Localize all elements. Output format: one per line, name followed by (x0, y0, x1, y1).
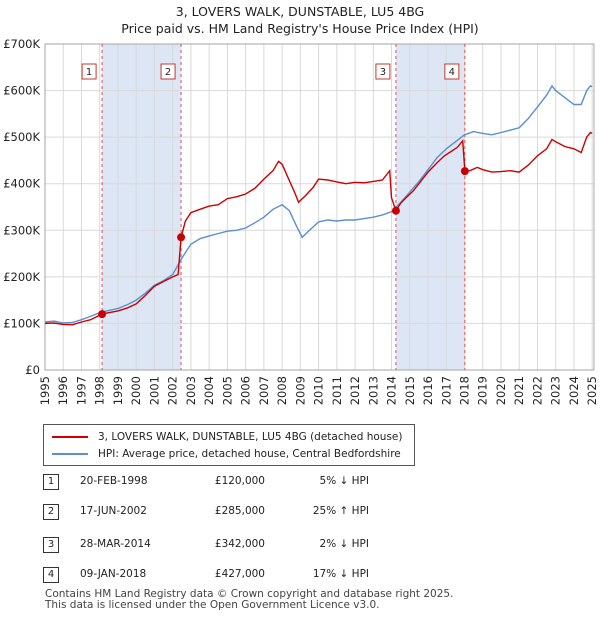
footer-copyright: Contains HM Land Registry data © Crown c… (45, 588, 454, 600)
legend-item-property: 3, LOVERS WALK, DUNSTABLE, LU5 4BG (deta… (52, 429, 403, 445)
sale-number-box (375, 63, 391, 80)
sale-price: £342,000 (214, 538, 265, 550)
x-tick-label: 2010 (312, 376, 326, 405)
sale-row: 1 20-FEB-1998 £120,000 5% ↓ HPI (43, 474, 563, 494)
legend-label-hpi: HPI: Average price, detached house, Cent… (98, 448, 401, 460)
x-tick-label: 2003 (184, 376, 198, 405)
x-tick-label: 1999 (111, 376, 125, 405)
sale-row: 3 28-MAR-2014 £342,000 2% ↓ HPI (43, 537, 563, 557)
y-tick-label: £600K (3, 84, 40, 98)
y-tick-label: £700K (3, 37, 40, 51)
sale-hpi-diff: 2% ↓ HPI (319, 538, 369, 550)
x-tick-label: 2008 (275, 376, 289, 405)
x-tick-label: 2016 (421, 376, 435, 405)
sale-number-label: 3 (380, 67, 386, 78)
sale-number-box (160, 63, 176, 80)
x-tick-label: 2012 (348, 376, 362, 405)
legend-swatch-property (52, 436, 88, 438)
x-tick-label: 2018 (458, 376, 472, 405)
x-tick-label: 2011 (330, 376, 344, 405)
sale-hpi-diff: 17% ↓ HPI (312, 568, 369, 580)
x-tick-label: 2021 (512, 376, 526, 405)
sale-number-box (81, 63, 97, 80)
x-tick-label: 2017 (439, 376, 453, 405)
x-tick-label: 2015 (403, 376, 417, 405)
x-tick-label: 1996 (56, 376, 70, 405)
sale-point (177, 233, 186, 242)
y-tick-label: £100K (3, 316, 40, 330)
hpi-line (44, 84, 593, 324)
sale-number-box (444, 63, 460, 80)
sale-number: 4 (43, 567, 59, 583)
y-tick-label: £300K (3, 223, 40, 237)
x-tick-label: 2004 (202, 376, 216, 405)
x-tick-label: 1995 (38, 376, 52, 405)
sale-number-label: 1 (86, 67, 92, 78)
x-tick-label: 1998 (93, 376, 107, 405)
legend-item-hpi: HPI: Average price, detached house, Cent… (52, 446, 401, 462)
sale-date: 09-JAN-2018 (80, 568, 147, 580)
y-tick-label: £0 (25, 363, 40, 377)
sale-number: 1 (43, 474, 59, 490)
sale-point (391, 206, 400, 215)
sale-number: 2 (43, 504, 59, 520)
x-tick-label: 2002 (166, 376, 180, 405)
x-tick-label: 2013 (366, 376, 380, 405)
sale-number-label: 4 (449, 67, 455, 78)
x-tick-label: 2009 (293, 376, 307, 405)
x-tick-label: 2000 (129, 376, 143, 405)
sale-number: 3 (43, 537, 59, 553)
x-tick-label: 2007 (257, 376, 271, 405)
sale-point (98, 310, 107, 319)
sale-hpi-diff: 25% ↑ HPI (312, 505, 369, 517)
sale-number-label: 2 (165, 67, 171, 78)
price-chart: £0 £100K £200K £300K £400K £500K £600K £700K 199… (3, 37, 599, 405)
footer-licence: This data is licensed under the Open Gov… (45, 599, 380, 611)
y-tick-label: £200K (3, 270, 40, 284)
sale-price: £285,000 (214, 505, 265, 517)
y-tick-label: £400K (3, 177, 40, 191)
sale-row: 2 17-JUN-2002 £285,000 25% ↑ HPI (43, 504, 563, 524)
sale-point (460, 167, 469, 176)
sale-price: £427,000 (214, 568, 265, 580)
x-tick-label: 2001 (147, 376, 161, 405)
x-tick-label: 2023 (549, 376, 563, 405)
sale-price: £120,000 (214, 475, 265, 487)
x-tick-label: 2022 (530, 376, 544, 405)
x-tick-label: 2005 (220, 376, 234, 405)
property-price-line (44, 131, 593, 326)
chart-subtitle: Price paid vs. HM Land Registry's House … (121, 21, 479, 36)
sale-hpi-diff: 5% ↓ HPI (319, 475, 369, 487)
legend: 3, LOVERS WALK, DUNSTABLE, LU5 4BG (deta… (43, 424, 415, 466)
x-tick-label: 1997 (74, 376, 88, 405)
sale-row: 4 09-JAN-2018 £427,000 17% ↓ HPI (43, 567, 563, 587)
shaded-period (395, 44, 465, 370)
x-tick-label: 2014 (385, 376, 399, 405)
x-tick-label: 2025 (585, 376, 599, 405)
footer: Contains HM Land Registry data © Crown c… (45, 589, 453, 611)
x-tick-label: 2024 (567, 376, 581, 405)
sale-date: 20-FEB-1998 (80, 475, 148, 487)
sale-date: 17-JUN-2002 (80, 505, 147, 517)
shaded-period (102, 44, 182, 370)
y-tick-label: £500K (3, 130, 40, 144)
x-tick-label: 2006 (239, 376, 253, 405)
legend-label-property: 3, LOVERS WALK, DUNSTABLE, LU5 4BG (deta… (98, 431, 403, 443)
chart-title: 3, LOVERS WALK, DUNSTABLE, LU5 4BG (175, 4, 425, 19)
sale-date: 28-MAR-2014 (80, 538, 151, 550)
x-tick-label: 2020 (494, 376, 508, 405)
x-tick-label: 2019 (476, 376, 490, 405)
legend-swatch-hpi (52, 453, 88, 455)
plot-frame (44, 43, 595, 371)
